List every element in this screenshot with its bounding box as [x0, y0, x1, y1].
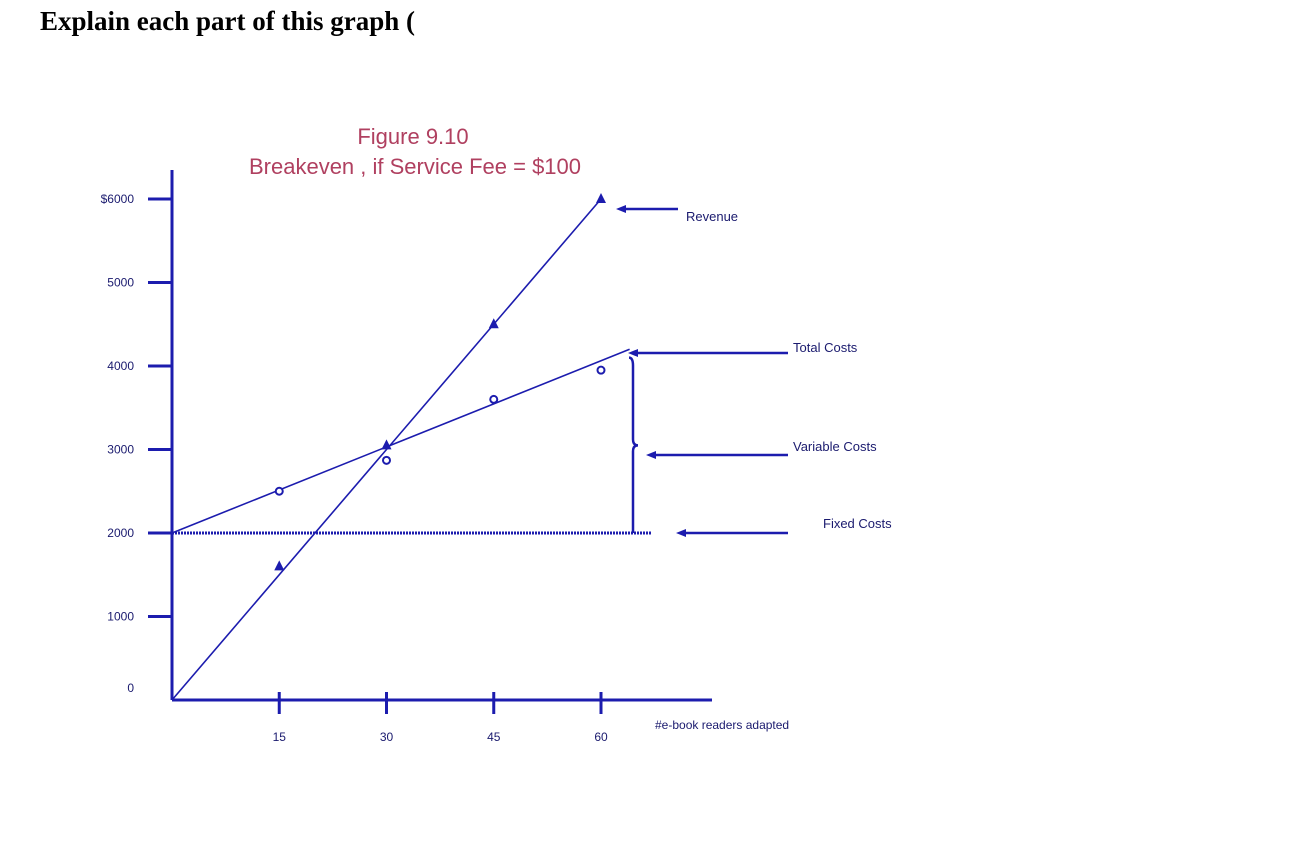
- data-point-triangle: [274, 560, 285, 571]
- y-tick-label: 3000: [107, 443, 134, 457]
- data-point-triangle: [596, 193, 606, 203]
- x-axis-label: #e-book readers adapted: [655, 718, 789, 732]
- x-tick-label: 15: [273, 730, 287, 744]
- revenue-label: Revenue: [686, 209, 738, 224]
- series-layer: [171, 193, 652, 701]
- x-tick-label: 60: [594, 730, 608, 744]
- data-point-circle: [596, 365, 606, 375]
- y-tick-label: 0: [127, 681, 134, 695]
- revenue-arrow-head: [616, 205, 626, 213]
- data-point-circle: [274, 486, 284, 496]
- fixed-costs-label: Fixed Costs: [823, 516, 892, 531]
- series-line: [171, 198, 602, 701]
- series-line: [171, 348, 630, 534]
- total-costs-arrow-head: [628, 349, 638, 357]
- chart-subtitle: Breakeven , if Service Fee = $100: [249, 154, 581, 179]
- x-tick-label: 45: [487, 730, 501, 744]
- variable-costs-bracket: [628, 356, 639, 533]
- chart-title: Figure 9.10: [357, 124, 468, 149]
- y-tick-label: 5000: [107, 276, 134, 290]
- y-tick-label: $6000: [101, 192, 135, 206]
- annotation-layer: Revenue Total Costs Variable Costs Fixed Co…: [616, 205, 892, 537]
- y-tick-label: 1000: [107, 610, 134, 624]
- data-point-triangle: [381, 439, 392, 450]
- data-point-circle: [489, 394, 499, 404]
- y-tick-label: 4000: [107, 359, 134, 373]
- question-heading: Explain each part of this graph (: [40, 6, 416, 36]
- total-costs-label: Total Costs: [793, 340, 858, 355]
- axes: 0 1000 2000 3000 4000 5000 $6000 15 30 45 60 #e-boo…: [101, 170, 789, 744]
- variable-costs-arrow-head: [646, 451, 656, 459]
- data-point-circle: [382, 455, 391, 465]
- x-tick-label: 30: [380, 730, 394, 744]
- y-tick-label: 2000: [107, 526, 134, 540]
- data-point-triangle: [488, 318, 499, 329]
- fixed-costs-arrow-head: [676, 529, 686, 537]
- variable-costs-label: Variable Costs: [793, 439, 877, 454]
